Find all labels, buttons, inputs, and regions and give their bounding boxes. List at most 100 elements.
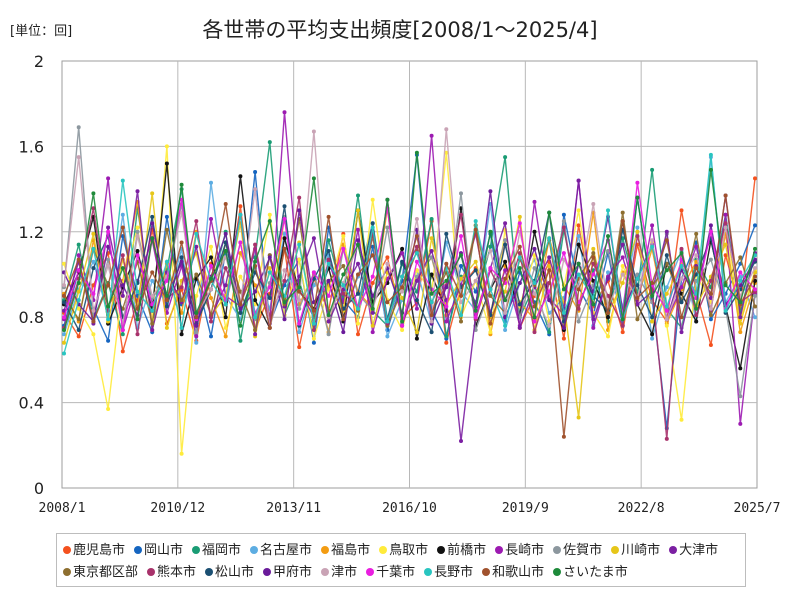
data-point: [91, 319, 96, 324]
data-point: [444, 304, 449, 309]
data-point: [723, 283, 728, 288]
data-point: [341, 317, 346, 322]
data-point: [297, 242, 302, 247]
data-point: [429, 236, 434, 241]
data-point: [238, 204, 243, 209]
data-point: [547, 289, 552, 294]
data-point: [429, 249, 434, 253]
data-point: [591, 202, 596, 206]
data-point: [561, 310, 566, 315]
data-point: [326, 332, 331, 337]
data-point: [356, 306, 360, 311]
data-point: [753, 274, 757, 279]
data-point: [488, 229, 493, 234]
data-point: [532, 281, 537, 285]
data-point: [576, 178, 581, 183]
data-point: [532, 291, 537, 296]
data-point: [664, 323, 669, 328]
data-point: [194, 340, 199, 345]
legend-marker: [205, 567, 214, 576]
data-point: [106, 407, 111, 411]
data-point: [106, 225, 111, 230]
legend-item: 岡山市: [134, 540, 183, 562]
x-tick-label: 2008/1: [39, 501, 86, 516]
data-point: [282, 110, 287, 115]
data-point: [311, 236, 316, 241]
data-point: [356, 321, 360, 326]
series-line: [63, 182, 756, 331]
data-point: [341, 264, 346, 268]
data-point: [547, 330, 552, 335]
data-point: [164, 298, 169, 303]
data-point: [370, 274, 375, 279]
legend-label: 津市: [331, 565, 358, 580]
legend-item: 鳥取市: [379, 540, 428, 562]
data-point: [194, 310, 199, 315]
data-point: [150, 328, 155, 332]
data-point: [311, 270, 316, 275]
data-point: [76, 125, 81, 130]
data-point: [120, 225, 125, 230]
legend-label: 鳥取市: [389, 543, 429, 558]
data-point: [194, 330, 199, 335]
data-point: [414, 330, 419, 335]
data-point: [400, 319, 405, 324]
data-point: [635, 234, 640, 239]
data-point: [150, 321, 155, 326]
data-point: [253, 259, 258, 264]
data-point: [179, 182, 184, 187]
data-point: [135, 317, 140, 322]
legend-marker: [553, 545, 562, 554]
data-point: [488, 244, 493, 249]
data-point: [311, 176, 316, 181]
data-point: [326, 249, 331, 253]
legend-marker: [321, 567, 330, 576]
data-point: [164, 325, 169, 330]
data-point: [238, 306, 243, 311]
legend-item: 千葉市: [366, 562, 415, 584]
data-point: [326, 257, 331, 262]
data-point: [606, 249, 610, 253]
series-長野市: [62, 152, 757, 356]
data-point: [106, 304, 111, 309]
legend-label: 岡山市: [144, 543, 184, 558]
data-point: [120, 212, 125, 217]
data-point: [620, 219, 625, 224]
data-point: [635, 283, 640, 288]
legend-item: 東京都区部: [63, 562, 138, 584]
data-point: [429, 300, 434, 305]
data-point: [179, 298, 184, 303]
data-point: [503, 328, 508, 332]
data-point: [253, 289, 258, 294]
data-point: [517, 325, 522, 330]
legend-item: 熊本市: [147, 562, 196, 584]
data-point: [238, 240, 243, 245]
data-point: [341, 291, 346, 296]
data-point: [223, 266, 228, 271]
data-point: [620, 272, 625, 277]
data-point: [473, 315, 478, 320]
data-point: [561, 287, 566, 292]
legend-item: 鹿児島市: [63, 540, 125, 562]
data-point: [459, 253, 463, 258]
data-point: [91, 308, 96, 313]
data-point: [223, 315, 228, 320]
legend-item: 和歌山市: [482, 562, 544, 584]
data-point: [253, 332, 258, 337]
data-point: [267, 270, 272, 275]
legend-item: 佐賀市: [553, 540, 602, 562]
data-point: [753, 246, 757, 251]
data-point: [532, 266, 537, 271]
data-point: [414, 234, 419, 239]
data-point: [223, 302, 228, 307]
data-point: [238, 212, 243, 217]
series-line: [63, 154, 756, 354]
data-point: [532, 229, 537, 234]
data-point: [91, 191, 96, 196]
data-point: [356, 242, 360, 247]
data-point: [135, 234, 140, 239]
legend-label: 甲府市: [273, 565, 313, 580]
data-point: [76, 281, 81, 285]
data-point: [459, 300, 463, 305]
data-point: [694, 244, 699, 249]
